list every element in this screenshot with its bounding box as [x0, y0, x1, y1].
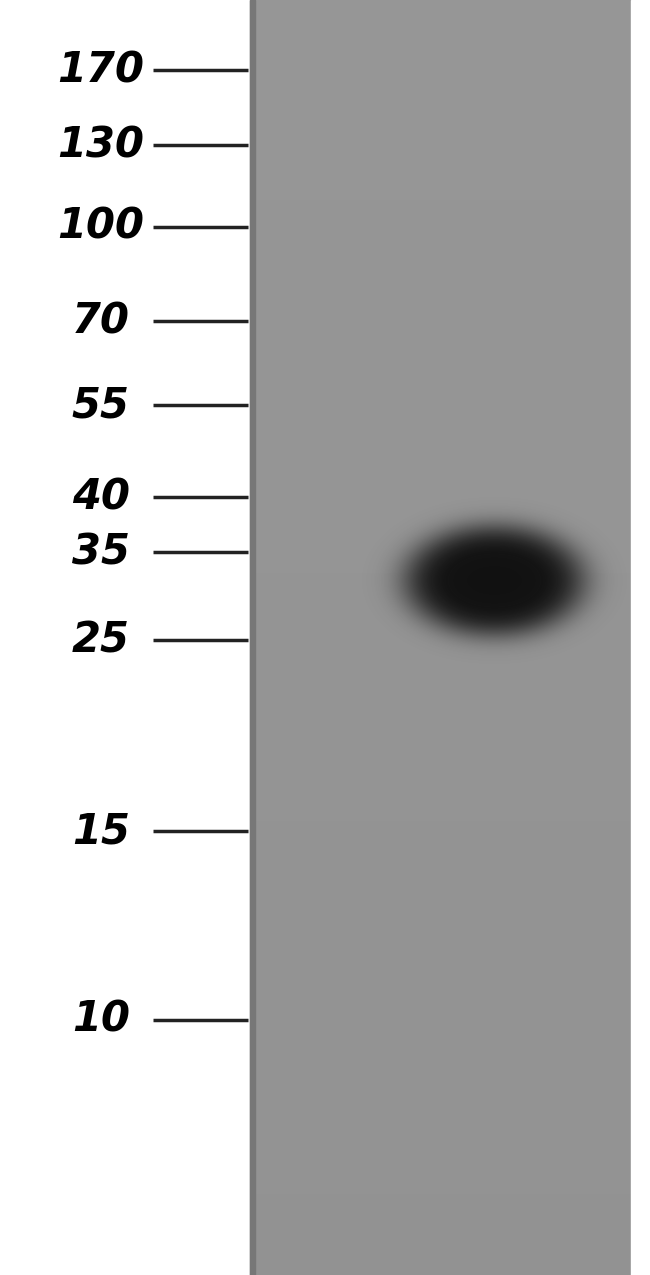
Text: 35: 35: [72, 532, 130, 572]
Text: 55: 55: [72, 385, 130, 426]
Text: 100: 100: [57, 207, 144, 247]
Bar: [630, 0, 650, 1275]
Text: 10: 10: [72, 1000, 130, 1040]
Text: 25: 25: [72, 620, 130, 660]
Text: 130: 130: [57, 125, 144, 166]
Bar: [250, 0, 255, 1275]
Text: 70: 70: [72, 301, 130, 342]
Text: 170: 170: [57, 50, 144, 91]
Text: 15: 15: [72, 811, 130, 852]
Bar: [250, 0, 630, 1275]
Text: 40: 40: [72, 477, 130, 518]
